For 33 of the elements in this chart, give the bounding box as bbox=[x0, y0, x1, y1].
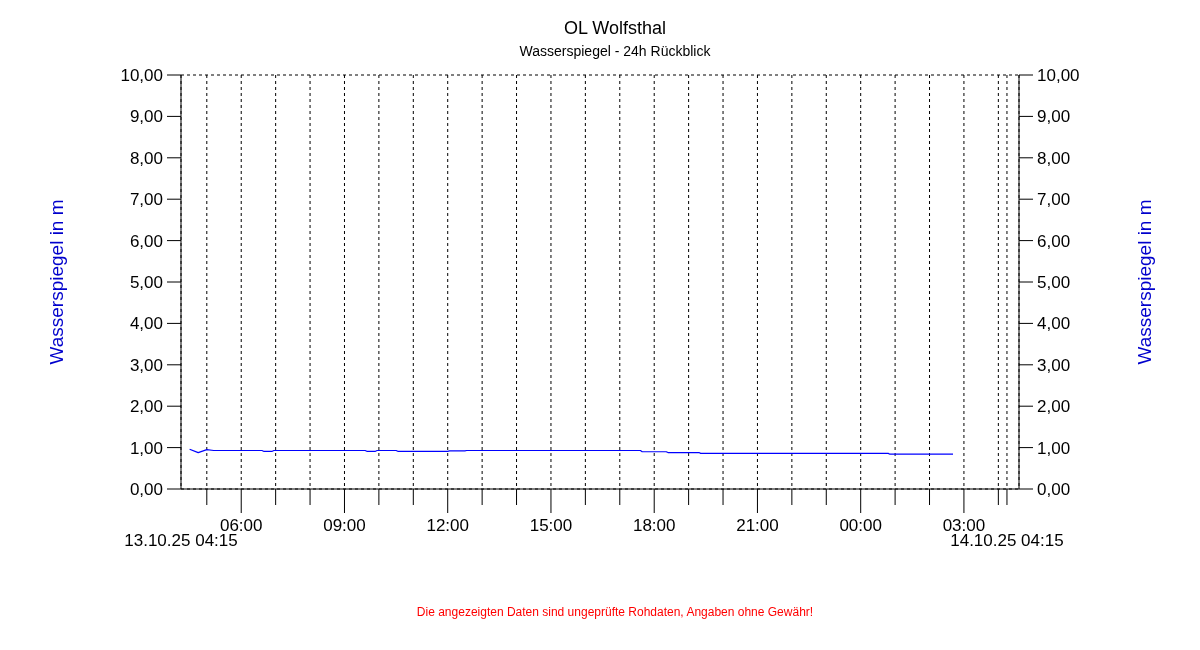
x-tick-label: 00:00 bbox=[839, 516, 882, 535]
y2-tick-label: 2,00 bbox=[1037, 397, 1071, 417]
y-tick-label: 7,00 bbox=[129, 190, 163, 210]
x-tick-label: 21:00 bbox=[736, 516, 779, 535]
y2-tick-label: 1,00 bbox=[1037, 438, 1071, 458]
y2-tick-label: 5,00 bbox=[1037, 273, 1071, 292]
y-axis-title: Wasserspiegel in m bbox=[45, 199, 67, 365]
y-tick-label: 2,00 bbox=[129, 397, 163, 417]
y-tick-label: 3,00 bbox=[129, 355, 163, 375]
y2-tick-label: 10,00 bbox=[1037, 66, 1080, 85]
chart-subtitle: Wasserspiegel - 24h Rückblick bbox=[519, 43, 711, 59]
y-tick-label: 4,00 bbox=[129, 314, 163, 334]
y2-tick-label: 3,00 bbox=[1037, 355, 1071, 375]
y2-tick-label: 9,00 bbox=[1037, 107, 1071, 127]
y2-tick-label: 4,00 bbox=[1037, 314, 1071, 334]
y2-axis-title: Wasserspiegel in m bbox=[1133, 199, 1155, 365]
y-tick-label: 1,00 bbox=[129, 438, 163, 458]
y2-tick-label: 6,00 bbox=[1037, 231, 1071, 251]
chart-title: OL Wolfsthal bbox=[563, 18, 667, 38]
y-tick-label: 9,00 bbox=[129, 107, 163, 127]
x-tick-label: 12:00 bbox=[426, 516, 469, 535]
y-tick-label: 6,00 bbox=[129, 231, 163, 251]
y2-tick-label: 8,00 bbox=[1037, 148, 1071, 168]
x-tick-label: 09:00 bbox=[323, 516, 366, 535]
y2-tick-label: 7,00 bbox=[1037, 190, 1071, 210]
y-tick-label: 0,00 bbox=[129, 480, 163, 499]
x-tick-label: 15:00 bbox=[529, 516, 573, 535]
y2-tick-label: 0,00 bbox=[1037, 480, 1071, 499]
y-tick-label: 8,00 bbox=[129, 148, 163, 168]
x-tick-label: 18:00 bbox=[632, 516, 676, 535]
text: Die angezeigten Daten sind ungeprüfte Rohdaten, Angaben ohne Gewähr! bbox=[416, 605, 814, 619]
y-tick-label: 5,00 bbox=[129, 273, 163, 292]
y-tick-label: 10,00 bbox=[120, 66, 163, 85]
